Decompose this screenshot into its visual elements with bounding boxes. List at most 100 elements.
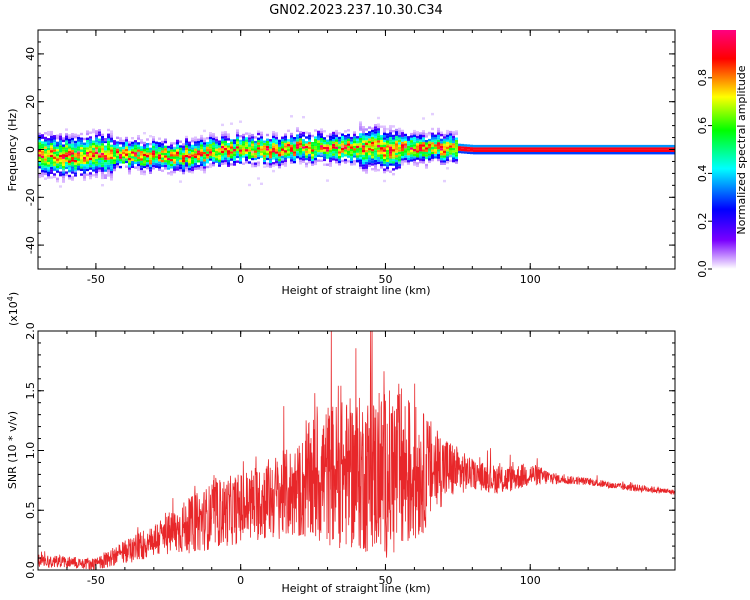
spectrogram-cell (581, 149, 584, 152)
spectrogram-cell (254, 143, 257, 146)
spectrogram-cell (401, 129, 404, 133)
spectrogram-cell (305, 157, 308, 161)
spectrogram-cell (434, 146, 437, 149)
spectrogram-cell (398, 156, 401, 159)
spectrogram-cell (209, 132, 212, 135)
spectrogram-cell (320, 145, 323, 148)
spectrogram-cell (362, 128, 365, 131)
spectrogram-cell (455, 149, 458, 152)
spectrogram-cell (98, 129, 101, 132)
spectrogram-cell (227, 143, 230, 146)
spectrogram-cell (155, 160, 158, 164)
spectrogram-cell (116, 146, 119, 149)
spectrogram-cell (131, 156, 134, 159)
spectrogram-cell (218, 142, 221, 146)
spectrogram-cell (134, 161, 137, 165)
spectrogram-cell (137, 168, 140, 171)
spectrogram-cell (365, 147, 368, 150)
spectrogram-cell (149, 164, 152, 167)
spectrogram-cell (98, 145, 101, 149)
spectrogram-cell (302, 160, 305, 163)
spectrogram-cell (659, 144, 662, 148)
spectrogram-cell (296, 144, 299, 147)
spectrogram-cell (293, 144, 296, 147)
spectrogram-cell (323, 149, 326, 152)
spectrogram-cell (41, 167, 44, 170)
spectrogram-cell (299, 145, 302, 148)
spectrogram-cell (227, 157, 230, 160)
spectrogram-cell (668, 152, 671, 155)
spectrogram-cell (620, 147, 623, 150)
spectrogram-cell (167, 160, 170, 163)
spectrogram-cell (110, 149, 113, 152)
spectrogram-cell (419, 132, 422, 135)
spectrogram-cell (203, 168, 206, 171)
spectrogram-cell (47, 145, 50, 148)
spectrogram-cell (209, 153, 212, 156)
spectrogram-cell (113, 140, 116, 143)
spectrogram-cell (68, 170, 71, 173)
spectrogram-cell (68, 165, 71, 168)
spectrogram-cell (83, 164, 86, 167)
spectrogram-cell (245, 151, 248, 154)
snr-y-multiplier: (x104) (6, 292, 20, 326)
spectrogram-cell (398, 127, 401, 131)
spectrogram-cell (641, 147, 644, 150)
spectrogram-cell (206, 158, 209, 161)
spectrogram-cell (314, 141, 317, 144)
spectrogram-cell (377, 142, 380, 145)
spectrogram-cell (374, 126, 377, 129)
spectrogram-cell (161, 143, 164, 146)
spectrogram-cell (320, 138, 323, 141)
spectrogram-cell (263, 157, 266, 160)
spectrogram-cell (581, 147, 584, 150)
spectrogram-cell (425, 166, 428, 169)
spectrogram-cell (434, 139, 437, 142)
spectrogram-cell (314, 138, 317, 142)
spectrogram-cell (182, 145, 185, 148)
spectrogram-cell (389, 139, 392, 142)
spectrogram-cell (350, 156, 353, 159)
spectrogram-cell (662, 149, 665, 152)
spectrogram-cell (53, 168, 56, 171)
spectrogram-cell (425, 149, 428, 152)
spectrogram-cell (332, 143, 335, 147)
spectrogram-cell (551, 144, 554, 148)
spectrogram-cell (62, 146, 65, 150)
spectrogram-cell (461, 146, 464, 149)
spectrogram-cell (200, 156, 203, 159)
spectrogram-cell (284, 140, 287, 143)
spectrogram-cell (302, 116, 305, 119)
spectrogram-cell (440, 157, 443, 161)
spectrogram-cell (254, 136, 257, 139)
spectrogram-cell (428, 133, 431, 136)
spectrogram-cell (248, 161, 251, 164)
spectrogram-cell (185, 159, 188, 163)
spectrogram-cell (41, 155, 44, 159)
spectrogram-cell (284, 142, 287, 146)
spectrogram-cell (305, 162, 308, 165)
figure-title: GN02.2023.237.10.30.C34 (269, 3, 443, 18)
spectrogram-cell (221, 136, 224, 139)
spectrogram-cell (248, 183, 251, 187)
spectrogram-cell (548, 147, 551, 150)
spectrogram-cell (302, 155, 305, 159)
spectrogram-cell (167, 157, 170, 161)
spectrogram-cell (122, 146, 125, 150)
spectrogram-cell (224, 133, 227, 136)
spectrogram-cell (41, 170, 44, 173)
spectrogram-cell (92, 150, 95, 153)
spectrogram-cell (443, 141, 446, 144)
spectrogram-cell (443, 153, 446, 156)
spectrogram-cell (59, 164, 62, 167)
spectrogram-cell (47, 159, 50, 162)
spectrogram-cell (194, 141, 197, 144)
spectrogram-cell (329, 152, 332, 155)
spectrogram-cell (38, 156, 41, 159)
spectrogram-cell (242, 145, 245, 149)
spectrogram-cell (350, 153, 353, 157)
spectrogram-cell (335, 149, 338, 152)
spectrogram-cell (449, 154, 452, 157)
spectrogram-cell (365, 135, 368, 138)
spectrogram-cell (110, 151, 113, 155)
